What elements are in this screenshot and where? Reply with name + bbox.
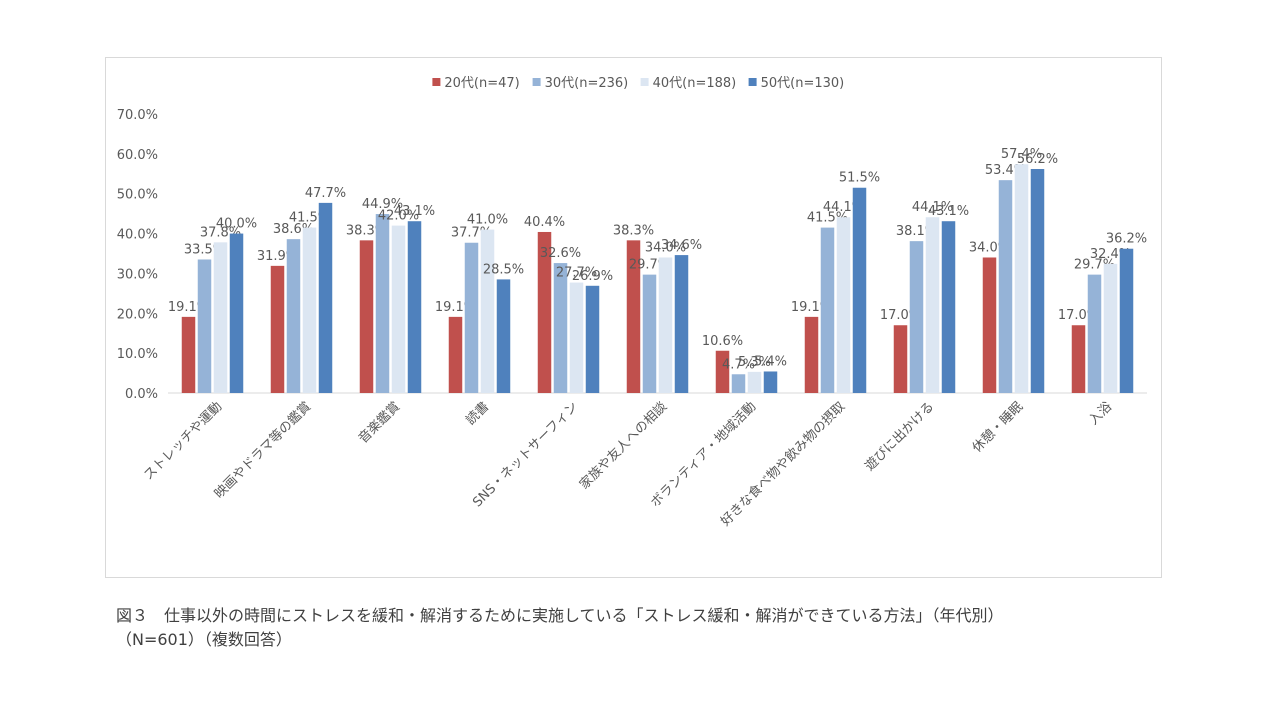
legend-swatch [640,78,649,86]
data-label: 41.0% [467,213,508,228]
bar [359,240,374,393]
bar [1071,325,1086,393]
bar [407,221,422,393]
bar [982,257,997,393]
legend-label: 20代(n=47) [444,76,519,91]
figure-caption-note: （N=601）（複数回答） [116,630,292,649]
bar [804,316,819,393]
bar [286,239,301,393]
bar [1014,164,1029,393]
data-label: 34.0% [645,240,686,255]
bar [836,217,851,393]
bar [480,229,495,393]
bar [375,214,390,393]
chart-frame: 0.0% 10.0% 20.0% 30.0% 40.0% 50.0% 60.0% 70.0% 1… [105,57,1162,578]
data-label: 40.4% [524,215,565,230]
data-label: 5.4% [754,354,787,369]
y-tick-label: 70.0% [117,108,158,123]
bar [998,180,1013,393]
bar [496,279,511,393]
data-label: 57.4% [1001,147,1042,162]
y-tick-label: 10.0% [117,347,158,362]
bar [1087,274,1102,393]
bar [553,263,568,393]
data-label: 43.1% [928,204,969,219]
bar [909,241,924,393]
legend-swatch [748,78,757,86]
data-label: 32.6% [540,246,581,261]
bar [569,282,584,393]
x-category-label: 映画やドラマ等の鑑賞 [211,399,314,502]
y-tick-label: 30.0% [117,267,158,282]
data-label: 42.0% [378,209,419,224]
bar [820,227,835,393]
bar [674,255,689,393]
y-tick-label: 40.0% [117,228,158,243]
bar [181,316,196,393]
bar [852,187,867,393]
bar [585,285,600,393]
data-label: 10.6% [702,334,743,349]
bar-chart: 0.0% 10.0% 20.0% 30.0% 40.0% 50.0% 60.0% 70.0% 1… [117,76,1147,529]
data-label: 34.6% [661,238,702,253]
figure-caption: 図３ 仕事以外の時間にストレスを緩和・解消するために実施している「ストレス緩和・… [116,606,1004,625]
bar [1103,263,1118,393]
x-category-label: 家族や友人への相談 [576,399,670,493]
data-label: 40.0% [216,217,257,232]
bar [318,202,333,393]
x-category-label: 読書 [463,399,493,429]
legend-label: 40代(n=188) [653,76,737,91]
data-label: 4.7% [722,357,755,372]
bar [1119,248,1134,393]
x-category-label: SNS・ネットサーフィン [470,399,581,510]
bar [229,233,244,393]
bar [642,274,657,393]
data-label: 56.2% [1017,152,1058,167]
bar [464,242,479,393]
bar [302,227,317,393]
data-label: 51.5% [839,171,880,186]
bar [941,221,956,393]
bar [747,371,762,393]
bar [893,325,908,393]
legend-label: 50代(n=130) [761,76,845,91]
x-category-label: ストレッチや運動 [141,399,225,483]
bar [213,242,228,393]
x-category-label: 遊びに出かける [862,399,937,474]
data-label: 28.5% [483,262,524,277]
bar [270,265,285,393]
bar [626,240,641,393]
x-category-label: 音楽鑑賞 [355,399,403,447]
data-label: 47.7% [305,186,346,201]
legend-label: 30代(n=236) [545,76,629,91]
bar [658,257,673,393]
bar [925,217,940,393]
data-label: 38.3% [613,223,654,238]
bar [1030,169,1045,393]
data-label: 44.9% [362,197,403,212]
y-tick-label: 20.0% [117,307,158,322]
bar [448,316,463,393]
data-label: 5.3% [738,355,771,370]
data-label: 44.1% [912,200,953,215]
bar [197,259,212,393]
bar [715,350,730,393]
bar [391,225,406,393]
legend-swatch [532,78,541,86]
bar [763,371,778,393]
bar [537,231,552,393]
data-label: 36.2% [1106,232,1147,247]
data-label: 27.7% [556,266,597,281]
x-category-label: 休憩・睡眠 [969,399,1026,456]
y-tick-label: 0.0% [125,387,158,402]
legend-swatch [432,78,441,86]
y-tick-label: 60.0% [117,148,158,163]
data-label: 43.1% [394,204,435,219]
y-tick-label: 50.0% [117,188,158,203]
bar [731,374,746,393]
data-label: 26.9% [572,269,613,284]
x-category-label: 入浴 [1086,399,1115,428]
